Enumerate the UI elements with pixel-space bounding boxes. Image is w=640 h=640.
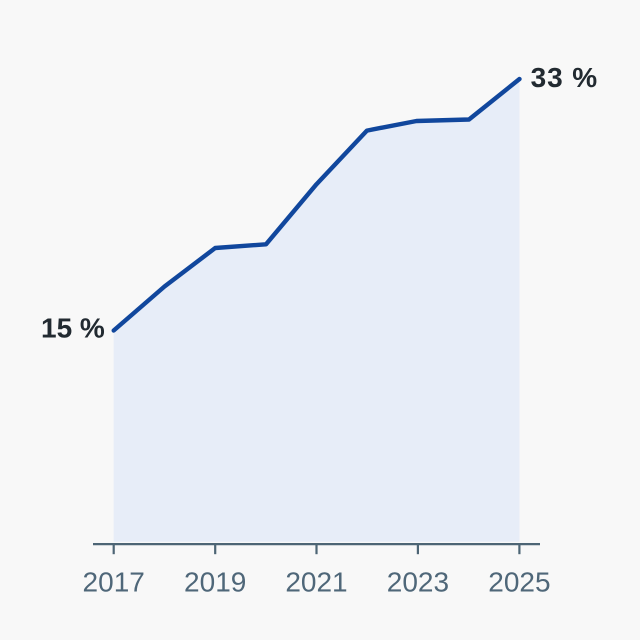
svg-text:2017: 2017	[83, 567, 145, 598]
svg-text:2019: 2019	[184, 567, 246, 598]
svg-text:2021: 2021	[285, 567, 347, 598]
svg-text:2023: 2023	[387, 567, 449, 598]
svg-text:15 %: 15 %	[41, 313, 105, 344]
svg-text:33 %: 33 %	[531, 62, 598, 93]
svg-text:2025: 2025	[488, 567, 550, 598]
